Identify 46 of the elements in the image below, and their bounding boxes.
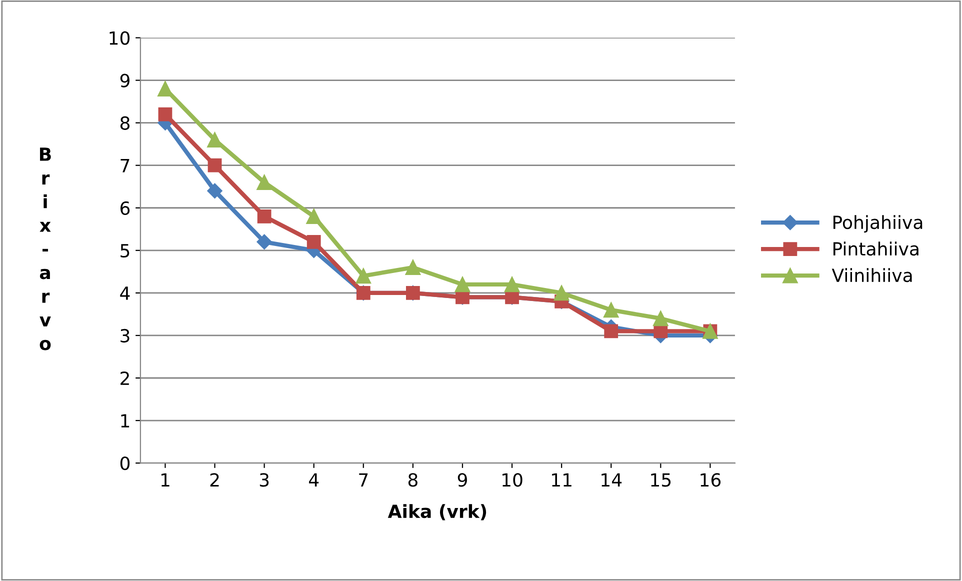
point [158,107,172,122]
x-tick-label: 1 [161,473,170,486]
x-tick-label: 14 [602,473,622,486]
x-tick-label: 4 [308,473,319,486]
point [306,234,321,249]
x-tick-label: 16 [700,473,721,487]
x-tick-label: 15 [651,473,671,487]
x-tick-label: 11 [552,473,572,486]
point [207,183,222,198]
point [653,310,668,326]
y-tick-label: 4 [120,286,130,300]
y-tick-label: 10 [110,31,130,45]
point [257,209,272,224]
point [504,276,520,292]
y-tick-label: 0 [120,456,130,470]
point [207,132,222,148]
y-tick-label: 3 [120,328,130,343]
y-tick-label: 8 [120,116,130,130]
legend-label: Viinihiiva [832,268,912,282]
y-tick-label: 9 [120,74,130,88]
point [554,285,570,301]
point [256,234,272,250]
legend-label: Pintahiiva [833,242,918,256]
legend-label: Pohjahiiva [833,215,922,233]
x-tick-label: 7 [359,473,368,486]
y-tick-label: 6 [120,201,130,215]
point [604,324,618,338]
y-tick-label: 1 [121,414,130,428]
y-tick-label: 7 [120,159,130,172]
x-tick-label: 8 [408,473,418,487]
x-tick-label: 2 [210,473,219,486]
y-tick-label: 2 [120,371,129,385]
x-axis-title: Aika (vrk) [388,504,486,520]
text: Brix-arvo [40,148,51,350]
point [256,174,272,190]
y-tick-label: 5 [120,244,130,258]
point [158,81,173,96]
point [306,208,322,224]
point [454,276,470,292]
x-tick-label: 9 [458,473,467,487]
point [603,302,619,318]
point [405,260,421,276]
point [356,268,372,284]
x-tick-label: 10 [502,473,522,487]
point [208,158,222,172]
x-tick-label: 3 [260,473,269,487]
